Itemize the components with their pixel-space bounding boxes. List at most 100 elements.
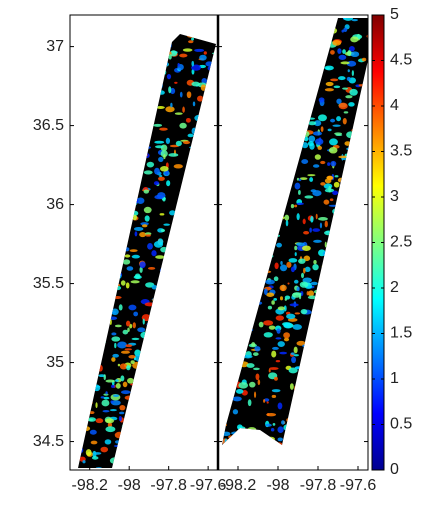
texture-dot <box>296 177 300 181</box>
texture-dot <box>152 103 156 108</box>
texture-dot <box>251 342 256 347</box>
texture-dot <box>186 172 196 179</box>
texture-dot <box>125 417 128 422</box>
texture-dot <box>174 259 179 267</box>
texture-dot <box>190 151 198 156</box>
texture-dot <box>247 328 254 332</box>
texture-dot <box>188 244 193 247</box>
texture-dot <box>201 181 204 189</box>
texture-dot <box>143 356 152 360</box>
texture-dot <box>99 315 103 319</box>
texture-dot <box>194 114 203 122</box>
texture-dot <box>154 145 164 149</box>
texture-dot <box>163 328 170 332</box>
texture-dot <box>66 424 74 429</box>
texture-dot <box>346 76 351 81</box>
texture-dot <box>142 392 149 396</box>
x-tick-label: -98 <box>118 477 141 494</box>
texture-dot <box>168 153 179 157</box>
texture-dot <box>89 381 96 389</box>
texture-dot <box>266 225 271 231</box>
texture-dot <box>330 50 335 55</box>
texture-dot <box>319 222 323 229</box>
texture-dot <box>137 441 141 444</box>
texture-dot <box>109 409 117 412</box>
texture-dot <box>236 39 246 46</box>
texture-dot <box>290 158 299 164</box>
texture-dot <box>169 239 175 245</box>
texture-dot <box>299 120 309 127</box>
x-tick-label: -97.8 <box>300 477 337 494</box>
texture-dot <box>317 145 323 150</box>
texture-dot <box>191 127 197 135</box>
texture-dot <box>111 308 119 316</box>
texture-dot <box>97 349 101 355</box>
texture-dot <box>187 211 196 217</box>
texture-dot <box>171 280 174 285</box>
texture-dot <box>223 444 228 445</box>
texture-dot <box>125 413 130 420</box>
texture-dot <box>293 108 302 113</box>
texture-dot <box>277 341 285 347</box>
texture-dot <box>304 345 309 351</box>
x-tick-label: -98.2 <box>220 477 257 494</box>
texture-dot <box>328 241 334 247</box>
y-tick-label: 35 <box>46 354 64 371</box>
texture-dot <box>243 328 246 332</box>
texture-dot <box>334 175 339 178</box>
colorbar-tick-label: 3 <box>390 188 399 205</box>
texture-dot <box>299 147 302 151</box>
texture-dot <box>294 182 301 190</box>
y-tick-label: 36.5 <box>33 117 64 134</box>
texture-dot <box>219 59 224 65</box>
texture-dot <box>348 46 355 52</box>
texture-dot <box>160 229 166 232</box>
texture-dot <box>247 440 255 444</box>
texture-dot <box>83 401 93 405</box>
texture-dot <box>344 141 351 146</box>
texture-dot <box>82 386 92 391</box>
texture-dot <box>165 106 175 113</box>
texture-dot <box>266 466 272 470</box>
texture-dot <box>109 284 114 290</box>
texture-dot <box>262 259 266 266</box>
texture-dot <box>164 62 169 66</box>
texture-dot <box>343 18 354 21</box>
texture-dot <box>320 182 326 186</box>
texture-dot <box>349 184 355 189</box>
texture-dot <box>304 136 309 142</box>
texture-dot <box>119 404 126 411</box>
texture-dot <box>204 28 212 33</box>
texture-dot <box>224 77 234 83</box>
texture-dot <box>275 359 281 363</box>
texture-dot <box>317 114 327 122</box>
texture-dot <box>299 281 309 288</box>
texture-dot <box>163 223 170 226</box>
texture-dot <box>130 280 140 284</box>
texture-dot <box>54 464 63 470</box>
texture-dot <box>148 344 156 348</box>
texture-dot <box>276 234 281 237</box>
texture-dot <box>165 251 174 256</box>
texture-dot <box>294 385 298 393</box>
texture-dot <box>343 203 351 209</box>
texture-dot <box>265 279 275 285</box>
texture-dot <box>305 104 310 108</box>
texture-dot <box>152 349 158 353</box>
texture-dot <box>298 258 306 264</box>
texture-dot <box>293 346 298 354</box>
texture-dot <box>122 429 125 435</box>
texture-dot <box>170 102 173 108</box>
texture-dot <box>95 467 102 468</box>
texture-dot <box>293 92 298 96</box>
texture-dot <box>199 142 204 149</box>
texture-dot <box>310 216 314 223</box>
texture-dot <box>117 230 124 236</box>
texture-dot <box>160 69 167 76</box>
texture-dot <box>279 351 288 355</box>
texture-dot <box>165 137 171 145</box>
texture-dot <box>201 77 208 84</box>
texture-dot <box>357 114 360 120</box>
texture-dot <box>347 152 351 155</box>
texture-dot <box>254 261 259 267</box>
